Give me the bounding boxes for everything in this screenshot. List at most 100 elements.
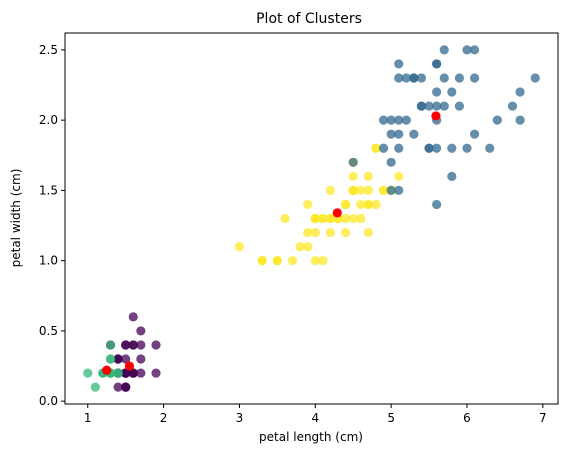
cluster-3-point: [447, 87, 457, 97]
cluster-3-point: [462, 45, 472, 55]
cluster-0-point: [136, 368, 146, 378]
cluster-3-point: [424, 101, 434, 111]
y-tick-label: 0.0: [39, 394, 58, 408]
centroid-point: [431, 111, 441, 121]
cluster-2-point: [363, 185, 373, 195]
cluster-3-point: [515, 115, 525, 125]
cluster-3-point: [378, 143, 389, 153]
cluster-2-point: [356, 199, 366, 210]
cluster-2-point: [341, 227, 351, 238]
cluster-3-point: [454, 73, 464, 83]
cluster-2-point: [287, 256, 298, 266]
cluster-2-point: [363, 199, 373, 210]
x-tick-label: 7: [539, 411, 547, 425]
cluster-1-point: [90, 382, 100, 392]
centroid-point: [332, 208, 342, 218]
cluster-3-point: [424, 143, 434, 153]
cluster-2-point: [341, 199, 351, 210]
cluster-3-point: [416, 101, 427, 111]
cluster-2-point: [310, 227, 320, 238]
cluster-3-point: [492, 115, 502, 125]
y-axis-label: petal width (cm): [9, 169, 23, 268]
cluster-3-point: [507, 101, 518, 111]
y-tick-label: 1.0: [39, 254, 58, 268]
cluster-3-point: [515, 87, 525, 97]
x-tick-label: 1: [84, 411, 92, 425]
cluster-3-point: [386, 157, 396, 167]
cluster-0-point: [151, 368, 161, 378]
cluster-3-point: [394, 185, 404, 195]
cluster-2-point: [325, 213, 336, 224]
cluster-2-point: [280, 213, 290, 224]
cluster-0-point: [121, 340, 131, 350]
centroid-point: [124, 361, 135, 371]
cluster-2-point: [325, 185, 336, 195]
cluster-2-point: [371, 143, 381, 153]
x-axis-label: petal length (cm): [259, 430, 363, 444]
cluster-3-point: [401, 115, 411, 125]
cluster-2-point: [318, 256, 328, 266]
cluster-3-point: [416, 73, 427, 83]
cluster-1-point: [105, 354, 116, 364]
cluster-0-point: [151, 340, 161, 350]
cluster-3-point: [439, 45, 449, 55]
cluster-3-point: [439, 73, 449, 83]
cluster-0-point: [128, 368, 138, 378]
cluster-1-point: [105, 340, 116, 350]
cluster-3-point: [439, 101, 449, 111]
x-tick-label: 6: [463, 411, 471, 425]
cluster-2-point: [303, 199, 313, 210]
cluster-2-point: [378, 185, 389, 195]
cluster-2-point: [234, 242, 245, 252]
plot-frame: [64, 32, 559, 405]
cluster-2-point: [318, 213, 328, 224]
cluster-2-point: [325, 227, 336, 238]
cluster-3-point: [432, 101, 442, 111]
cluster-3-point: [469, 129, 480, 139]
cluster-0-point: [136, 340, 146, 350]
cluster-2-point: [348, 171, 358, 181]
cluster-2-point: [341, 213, 351, 224]
cluster-3-point: [432, 59, 442, 69]
cluster-2-point: [257, 256, 267, 266]
cluster-3-point: [386, 115, 396, 125]
cluster-3-point: [454, 101, 464, 111]
x-tick-label: 3: [236, 411, 244, 425]
y-tick-label: 1.5: [39, 183, 58, 197]
cluster-2-point: [303, 227, 313, 238]
cluster-2-point: [348, 213, 358, 224]
cluster-3-point: [447, 171, 457, 181]
cluster-3-point: [469, 73, 480, 83]
cluster-3-point: [394, 73, 404, 83]
cluster-2-point: [363, 171, 373, 181]
cluster-0-point: [113, 382, 123, 392]
cluster-2-point: [310, 213, 320, 224]
cluster-2-point: [356, 185, 366, 195]
cluster-2-point: [272, 256, 282, 266]
cluster-0-point: [136, 354, 146, 364]
cluster-2-point: [348, 185, 358, 195]
cluster-0-point: [121, 354, 131, 364]
cluster-0-point: [136, 326, 146, 336]
y-tick-label: 2.0: [39, 113, 58, 127]
y-axis: 0.0 0.5 1.0 1.5 2.0 2.5: [39, 43, 65, 408]
cluster-1-point: [83, 368, 93, 378]
centroids-layer: [102, 111, 441, 375]
cluster-0-point: [121, 368, 131, 378]
cluster-3-point: [401, 73, 411, 83]
x-tick-label: 2: [160, 411, 168, 425]
cluster-0-point: [121, 382, 131, 392]
cluster-3-point: [447, 143, 457, 153]
cluster-1-point: [113, 368, 123, 378]
cluster-3-point: [432, 199, 442, 210]
cluster-3-point: [432, 87, 442, 97]
points-layer: [83, 45, 540, 392]
cluster-3-point: [394, 115, 404, 125]
centroid-point: [102, 365, 112, 375]
chart-title: Plot of Clusters: [256, 11, 362, 27]
cluster-2-point: [303, 242, 313, 252]
cluster-3-point: [409, 129, 419, 139]
y-tick-label: 0.5: [39, 324, 58, 338]
cluster-3-point: [386, 129, 396, 139]
